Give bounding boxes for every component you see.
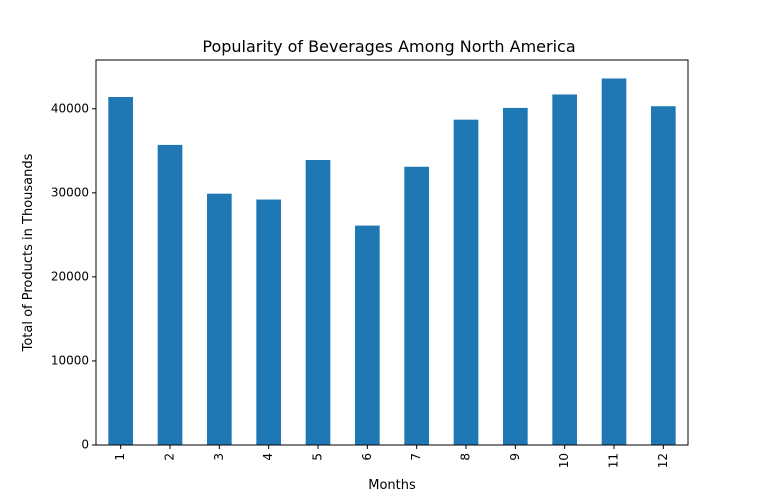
bars-group bbox=[108, 78, 676, 446]
y-axis-label: Total of Products in Thousands bbox=[21, 153, 36, 352]
bar-5 bbox=[305, 160, 331, 445]
x-tick-label-5: 5 bbox=[311, 453, 325, 461]
bar-7 bbox=[404, 166, 429, 445]
bar-8 bbox=[453, 119, 479, 446]
bar-10 bbox=[552, 94, 577, 445]
x-tick-label-4: 4 bbox=[261, 453, 275, 461]
y-tick-label-0: 0 bbox=[81, 438, 89, 452]
bar-2 bbox=[157, 144, 183, 445]
bar-4 bbox=[256, 199, 281, 445]
x-tick-label-11: 11 bbox=[607, 453, 621, 468]
x-tick-label-9: 9 bbox=[508, 453, 522, 461]
y-tick-label-20000: 20000 bbox=[51, 269, 89, 283]
bar-3 bbox=[207, 193, 232, 445]
bar-6 bbox=[355, 225, 380, 445]
y-tick-label-10000: 10000 bbox=[51, 353, 89, 367]
plot-frame bbox=[95, 59, 689, 446]
y-tick-label-40000: 40000 bbox=[51, 101, 89, 115]
x-tick-label-12: 12 bbox=[656, 453, 670, 468]
bar-11 bbox=[601, 78, 627, 446]
y-tick-label-30000: 30000 bbox=[51, 185, 89, 199]
chart-title: Popularity of Beverages Among North Amer… bbox=[202, 37, 575, 56]
x-tick-label-3: 3 bbox=[212, 453, 226, 461]
x-tick-label-10: 10 bbox=[557, 453, 571, 468]
x-tick-label-1: 1 bbox=[113, 453, 127, 461]
bar-1 bbox=[108, 96, 133, 446]
y-axis-ticks: 0 10000 20000 30000 40000 bbox=[51, 101, 96, 452]
x-axis-label: Months bbox=[368, 478, 416, 493]
bar-12 bbox=[651, 106, 676, 445]
bar-9 bbox=[503, 107, 528, 445]
x-axis-ticks: 1 2 3 4 5 6 7 8 9 10 11 12 bbox=[113, 445, 670, 468]
x-tick-label-7: 7 bbox=[409, 453, 423, 461]
x-tick-label-6: 6 bbox=[360, 453, 374, 461]
x-tick-label-8: 8 bbox=[459, 453, 473, 461]
x-tick-label-2: 2 bbox=[163, 453, 177, 461]
